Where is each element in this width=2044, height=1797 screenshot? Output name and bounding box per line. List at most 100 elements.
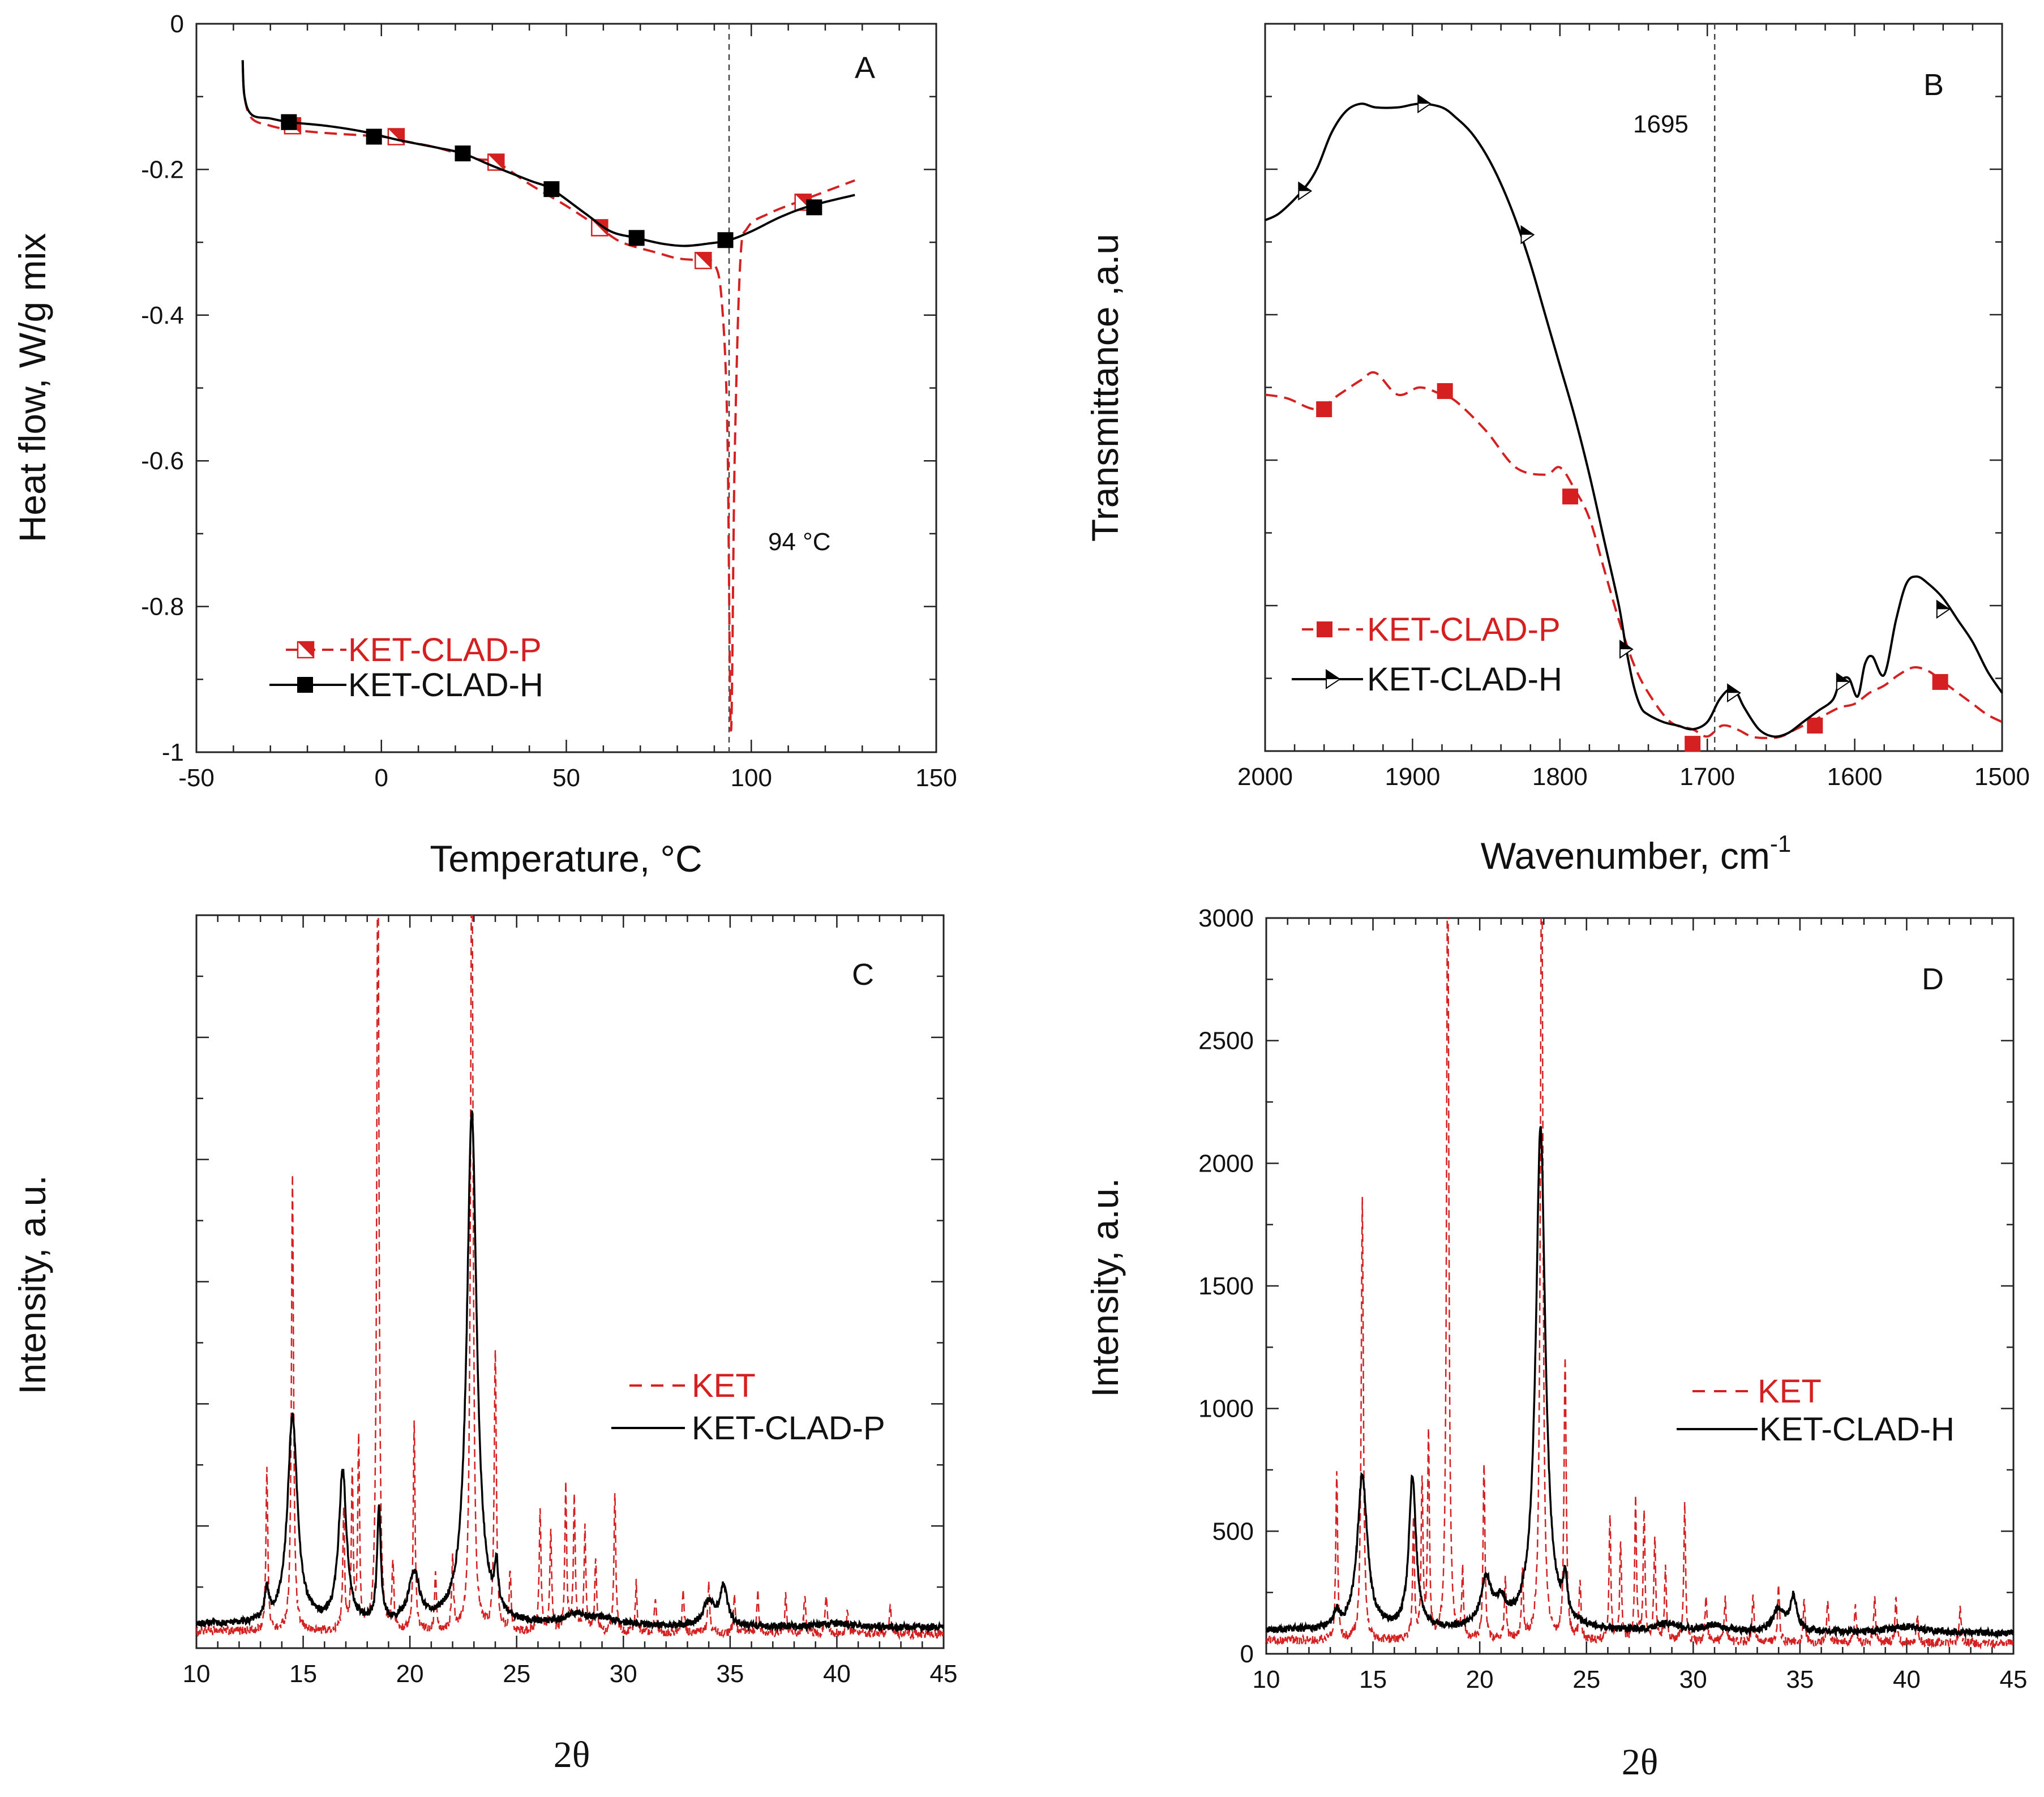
legend-label-ket-clad-p: KET-CLAD-P: [1367, 611, 1561, 648]
x-tick-label: 1600: [1827, 763, 1883, 791]
x-tick-label: 35: [1786, 1666, 1814, 1693]
x-tick-label: 100: [731, 764, 772, 792]
panel-b-ticks: [1264, 23, 2003, 752]
panel-c-y-axis-label: Intensity, a.u.: [11, 1175, 53, 1395]
data-point-ket-clad-h: [1936, 599, 1951, 619]
legend-marker-ket-clad-h: [1326, 669, 1341, 689]
panel-b-series: [1265, 94, 2003, 752]
panel-c-frame: [195, 914, 945, 1649]
panel-a: -50 0 50 100 150-1-0.8-0.6-0.4-0.20 A 94 °C …: [11, 10, 957, 880]
legend-label-ket: KET: [692, 1367, 756, 1404]
x-tick-label: 20: [396, 1660, 424, 1688]
data-point-ket-clad-h: [1298, 181, 1313, 201]
x-tick-label: 150: [915, 764, 957, 792]
legend-label-ket-clad-p: KET-CLAD-P: [348, 632, 542, 668]
panel-d-ticks: [1265, 917, 2015, 1655]
x-tick-label: 40: [823, 1660, 851, 1688]
y-tick-label: 0: [1240, 1640, 1254, 1668]
panel-c-series: [196, 915, 944, 1641]
panel-a-legend: KET-CLAD-P KET-CLAD-H: [269, 632, 543, 704]
x-tick-label: 1800: [1532, 763, 1588, 791]
panel-c-tick-labels: 10 15 20 25 30 35 40 45: [183, 1660, 958, 1688]
panel-c-letter: C: [852, 958, 874, 992]
panel-a-annotation: 94 °C: [768, 528, 831, 556]
panel-d-frame: [1265, 917, 2015, 1655]
data-point-ket-clad-h: [366, 128, 382, 145]
x-tick-label: 1900: [1385, 763, 1440, 791]
y-tick-label: 3000: [1198, 904, 1254, 932]
panel-d-series: [1266, 918, 2013, 1650]
legend-marker-ket-clad-p: [297, 641, 315, 659]
data-point-ket-clad-h: [628, 230, 645, 246]
data-point-ket-clad-p: [1437, 383, 1453, 399]
legend-marker-ket-clad-h: [297, 677, 313, 693]
y-tick-label: 500: [1212, 1517, 1254, 1545]
data-point-ket-clad-h: [717, 232, 734, 248]
y-tick-label: -1: [162, 739, 184, 766]
legend-label-ket: KET: [1758, 1373, 1822, 1410]
x-tick-label: 45: [930, 1660, 958, 1688]
y-tick-label: 2500: [1198, 1027, 1254, 1055]
panel-b-x-axis-label-superscript: -1: [1770, 830, 1791, 857]
y-tick-label: 1000: [1198, 1395, 1254, 1423]
panel-b-y-axis-label: Transmittance ,a.u: [1084, 234, 1126, 542]
y-tick-label: 0: [170, 10, 184, 38]
data-point-ket-clad-h: [1836, 672, 1850, 692]
data-point-ket-clad-p: [1316, 401, 1332, 418]
series-line-ket-clad-p: [1265, 371, 2003, 739]
x-tick-label: -50: [178, 764, 215, 792]
panel-b-annotation: 1695: [1633, 110, 1689, 138]
series-line-ket-clad-h: [1266, 1126, 2013, 1640]
x-tick-label: 10: [183, 1660, 211, 1688]
panel-d-x-axis-label: 2θ: [1622, 1742, 1659, 1783]
series-line-ket: [1266, 918, 2013, 1650]
x-tick-label: 1700: [1679, 763, 1735, 791]
panel-c-ticks: [195, 914, 945, 1649]
panel-c-x-axis-label: 2θ: [554, 1734, 590, 1775]
y-tick-label: -0.6: [141, 447, 184, 475]
panel-c-legend: KET KET-CLAD-P: [611, 1367, 885, 1447]
panel-c: 10 15 20 25 30 35 40 45 C KET KET-CLAD-P 2θ Int…: [11, 914, 958, 1775]
series-line-ket-clad-h: [241, 60, 855, 247]
panel-d-tick-labels: 10 15 20 25 30 35 40 45 0 500 1000 1500 2000 2500 3000: [1198, 904, 2027, 1693]
panel-d-y-axis-label: Intensity, a.u.: [1084, 1178, 1126, 1397]
y-tick-label: 1500: [1198, 1272, 1254, 1300]
x-tick-label: 0: [375, 764, 388, 792]
data-point-ket-clad-h: [455, 145, 471, 162]
data-point-ket-clad-p: [1807, 718, 1823, 734]
series-line-ket-clad-p: [196, 1110, 944, 1635]
x-tick-label: 30: [1679, 1666, 1707, 1693]
data-point-ket-clad-h: [281, 114, 297, 130]
panel-b-x-axis-label: Wavenumber, cm-1: [1481, 830, 1791, 877]
panel-d-letter: D: [1922, 962, 1944, 996]
legend-label-ket-clad-h: KET-CLAD-H: [1759, 1411, 1955, 1448]
legend-label-ket-clad-p: KET-CLAD-P: [692, 1410, 885, 1447]
x-tick-label: 35: [716, 1660, 744, 1688]
data-point-ket-clad-p: [695, 252, 712, 269]
panel-d: 10 15 20 25 30 35 40 45 0 500 1000 1500 2000 2500 3000…: [1084, 904, 2027, 1783]
data-point-ket-clad-p: [1685, 736, 1701, 752]
data-point-ket-clad-h: [806, 199, 822, 216]
panel-b: 2000 1900 1800 1700 1600 1500 B 1695 KET-CLAD…: [1084, 23, 2030, 877]
panel-a-x-axis-label: Temperature, °C: [430, 838, 702, 880]
panel-d-legend: KET KET-CLAD-H: [1677, 1373, 1955, 1448]
x-tick-label: 15: [1359, 1666, 1387, 1693]
y-tick-label: -0.4: [141, 302, 184, 329]
y-tick-label: -0.2: [141, 156, 184, 183]
legend-marker-ket-clad-p: [1317, 621, 1332, 637]
data-point-ket-clad-h: [1520, 225, 1535, 245]
legend-label-ket-clad-h: KET-CLAD-H: [1367, 661, 1562, 698]
x-tick-label: 30: [610, 1660, 637, 1688]
x-tick-label: 1500: [1974, 763, 2030, 791]
data-point-ket-clad-p: [1932, 674, 1948, 690]
panel-a-letter: A: [855, 51, 875, 85]
data-point-ket-clad-p: [387, 128, 405, 145]
series-line-ket-clad-h: [1265, 102, 2003, 738]
x-tick-label: 2000: [1237, 763, 1293, 791]
x-tick-label: 45: [2000, 1666, 2028, 1693]
data-point-ket-clad-h: [1417, 94, 1432, 114]
data-point-ket-clad-p: [487, 153, 505, 171]
data-point-ket-clad-h: [543, 181, 560, 198]
x-tick-label: 10: [1253, 1666, 1280, 1693]
